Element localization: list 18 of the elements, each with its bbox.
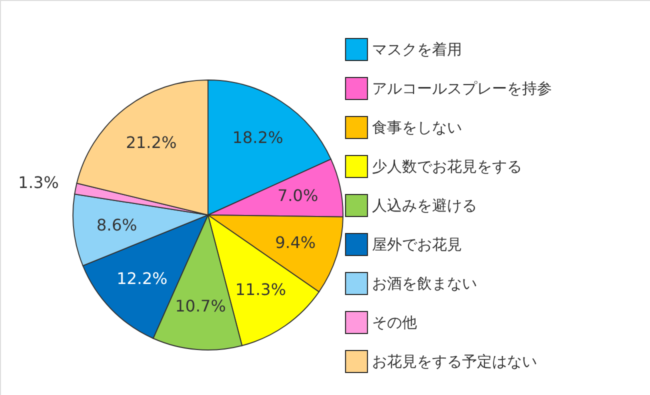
data-label: 10.7% — [175, 296, 226, 316]
data-label: 7.0% — [278, 186, 318, 206]
data-label: 18.2% — [232, 128, 284, 147]
legend-label: 少人数でお花見をする — [372, 158, 522, 176]
data-label: 12.2% — [116, 268, 168, 288]
legend-label: お花見をする予定はない — [372, 352, 537, 370]
data-label: 1.3% — [18, 172, 59, 192]
legend-label: その他 — [372, 314, 417, 332]
legend-label: お酒を飲まない — [372, 274, 477, 292]
legend-label: マスクを着用 — [372, 40, 462, 58]
legend-label: アルコールスプレーを持参 — [372, 80, 552, 98]
data-label: 9.4% — [275, 232, 316, 252]
legend-label: 人込みを避ける — [372, 196, 477, 214]
legend-label: 屋外でお花見 — [372, 236, 462, 254]
data-label: 8.6% — [96, 216, 138, 235]
data-label: 21.2% — [126, 132, 177, 152]
data-label: 11.3% — [235, 280, 286, 300]
legend-label: 食事をしない — [372, 118, 462, 136]
